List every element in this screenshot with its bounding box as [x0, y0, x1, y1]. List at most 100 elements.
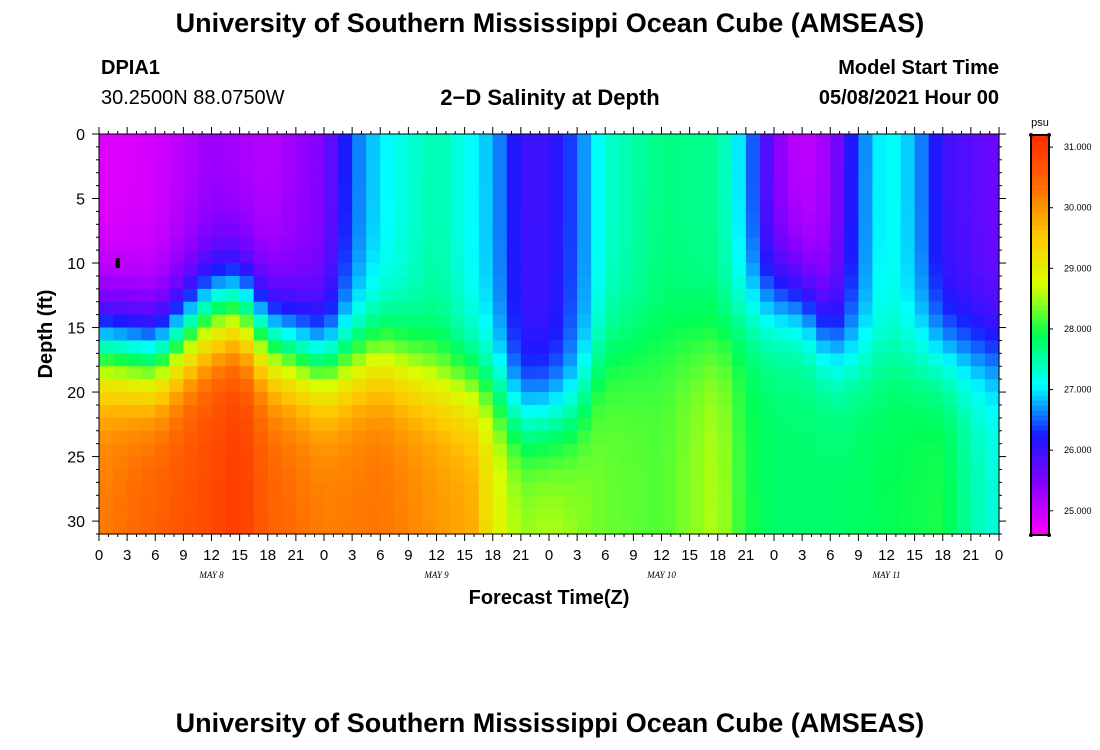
heatmap-cell — [253, 211, 269, 225]
heatmap-cell — [309, 263, 325, 277]
heatmap-cell — [281, 211, 297, 225]
heatmap-cell — [745, 146, 761, 161]
heatmap-cell — [338, 146, 353, 161]
heatmap-cell — [956, 172, 972, 187]
heatmap-cell — [942, 314, 958, 329]
heatmap-cell — [886, 211, 902, 225]
heatmap-cell — [731, 198, 747, 213]
heatmap-cell — [113, 198, 128, 213]
heatmap-cell — [802, 482, 817, 496]
heatmap-cell — [858, 366, 874, 380]
heatmap-cell — [366, 443, 381, 458]
heatmap-cell — [872, 353, 888, 367]
heatmap-cell — [886, 237, 902, 251]
heatmap-cell — [956, 521, 972, 535]
heatmap-cell — [886, 275, 902, 290]
heatmap-cell — [774, 301, 789, 316]
heatmap-cell — [492, 366, 508, 380]
heatmap-cell — [281, 392, 297, 406]
heatmap-cell — [689, 185, 705, 200]
heatmap-cell — [858, 340, 874, 354]
heatmap-cell — [352, 159, 367, 174]
heatmap-cell — [183, 185, 199, 200]
heatmap-cell — [99, 237, 114, 251]
heatmap-cell — [745, 198, 761, 213]
heatmap-cell — [970, 159, 986, 174]
heatmap-cell — [127, 275, 142, 290]
heatmap-cell — [900, 211, 916, 225]
heatmap-cell — [900, 469, 916, 483]
heatmap-cell — [422, 353, 438, 367]
heatmap-cell — [942, 521, 958, 535]
heatmap-cell — [802, 301, 817, 316]
heatmap-cell — [802, 198, 817, 213]
heatmap-cell — [141, 224, 156, 238]
heatmap-cell — [211, 250, 227, 264]
heatmap-cell — [759, 379, 775, 393]
y-tick-label: 15 — [67, 321, 85, 338]
heatmap-cell — [492, 146, 508, 161]
heatmap-cell — [928, 198, 944, 213]
heatmap-cell — [830, 443, 845, 458]
heatmap-cell — [731, 521, 747, 535]
heatmap-cell — [717, 314, 733, 329]
heatmap-cell — [816, 263, 831, 277]
heatmap-cell — [324, 172, 339, 187]
heatmap-cell — [324, 469, 339, 483]
heatmap-cell — [169, 146, 184, 161]
heatmap-cell — [830, 404, 845, 419]
colorbar-segment — [1031, 200, 1049, 206]
heatmap-cell — [239, 211, 255, 225]
heatmap-cell — [619, 508, 634, 522]
heatmap-cell — [478, 275, 494, 290]
heatmap-cell — [394, 340, 409, 354]
heatmap-cell — [661, 211, 677, 225]
heatmap-cell — [422, 211, 438, 225]
heatmap-cell — [141, 404, 156, 419]
heatmap-cell — [717, 340, 733, 354]
heatmap-cell — [352, 456, 367, 471]
heatmap-cell — [380, 146, 395, 161]
heatmap-cell — [324, 288, 339, 303]
heatmap-cell — [900, 172, 916, 187]
heatmap-cell — [99, 263, 114, 277]
heatmap-cell — [366, 392, 381, 406]
heatmap-cell — [197, 211, 213, 225]
heatmap-cell — [253, 430, 269, 445]
heatmap-cell — [436, 404, 452, 419]
heatmap-cell — [759, 198, 775, 213]
heatmap-cell — [225, 314, 241, 329]
heatmap-cell — [661, 340, 677, 354]
heatmap-cell — [788, 495, 803, 509]
heatmap-cell — [703, 198, 719, 213]
heatmap-cell — [689, 211, 705, 225]
heatmap-cell — [309, 198, 325, 213]
heatmap-cell — [338, 443, 353, 458]
colorbar-segment — [1031, 415, 1049, 421]
heatmap-cell — [520, 146, 536, 161]
heatmap-cell — [717, 508, 733, 522]
heatmap-cell — [563, 146, 578, 161]
heatmap-cell — [858, 275, 874, 290]
heatmap-cell — [267, 417, 283, 432]
heatmap-cell — [267, 495, 283, 509]
heatmap-cell — [942, 353, 958, 367]
x-tick-label: 12 — [203, 547, 220, 564]
heatmap-cell — [211, 482, 227, 496]
heatmap-cell — [169, 314, 184, 329]
x-tick-label: 0 — [320, 547, 328, 564]
heatmap-cell — [183, 379, 199, 393]
heatmap-cell — [886, 185, 902, 200]
heatmap-cell — [717, 301, 733, 316]
heatmap-cell — [169, 521, 184, 535]
heatmap-cell — [872, 508, 888, 522]
heatmap-cell — [478, 159, 494, 174]
heatmap-cell — [591, 250, 606, 264]
heatmap-cell — [281, 482, 297, 496]
heatmap-cell — [788, 379, 803, 393]
heatmap-cell — [591, 456, 606, 471]
heatmap-cell — [872, 134, 888, 148]
heatmap-cell — [225, 417, 241, 432]
heatmap-cell — [534, 301, 550, 316]
